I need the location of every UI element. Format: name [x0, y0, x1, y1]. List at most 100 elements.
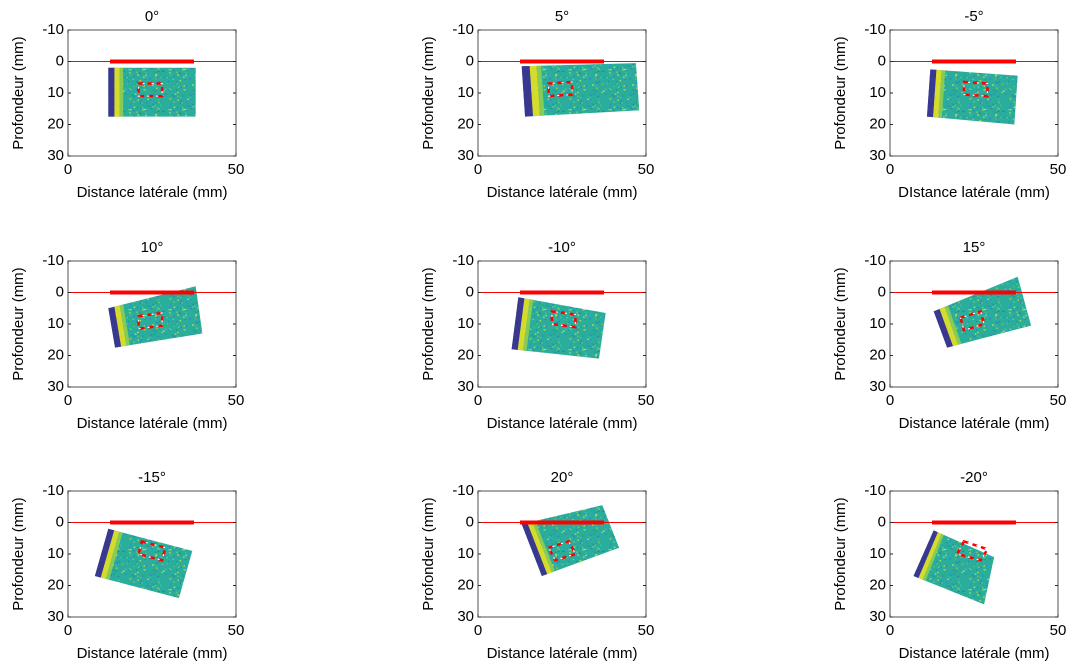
x-axis-label: DIstance latérale (mm) [898, 184, 1050, 201]
x-tick-label: 0 [64, 161, 72, 178]
y-tick-label: 30 [869, 608, 886, 625]
x-tick-label: 0 [886, 392, 894, 409]
y-tick-label: 0 [878, 513, 886, 530]
image [521, 63, 640, 117]
image [926, 69, 1018, 125]
image-band [529, 65, 540, 117]
image-band [521, 522, 548, 577]
image-band [100, 530, 120, 579]
y-tick-label: 10 [47, 545, 64, 562]
y-tick-label: 0 [466, 283, 474, 300]
chart-title: -15° [138, 469, 166, 486]
x-axis-label: Distance latérale (mm) [77, 645, 228, 662]
y-axis-label: Profondeur (mm) [10, 36, 27, 149]
y-axis-label: Profondeur (mm) [832, 267, 849, 380]
y-tick-label: -10 [452, 252, 474, 269]
y-tick-label: 30 [47, 378, 64, 395]
y-tick-label: 20 [47, 346, 64, 363]
y-tick-label: 20 [457, 346, 474, 363]
y-tick-label: 10 [457, 84, 474, 101]
x-tick-label: 50 [638, 392, 655, 409]
y-tick-label: 30 [47, 608, 64, 625]
roi-inner [959, 310, 985, 332]
roi [955, 539, 990, 562]
x-tick-label: 50 [228, 161, 245, 178]
image-band [94, 528, 115, 578]
chart-title: 20° [551, 469, 574, 486]
x-axis-label: Distance latérale (mm) [487, 184, 638, 201]
y-tick-label: 0 [466, 52, 474, 69]
chart-title: 15° [963, 239, 986, 256]
x-tick-label: 50 [228, 392, 245, 409]
image [108, 286, 203, 348]
image-band [517, 298, 530, 351]
image-band [108, 306, 122, 348]
chart-title: 10° [141, 239, 164, 256]
image-band [536, 65, 545, 116]
y-axis-label: Profondeur (mm) [832, 497, 849, 610]
image-band [114, 67, 120, 117]
image-band [938, 70, 946, 118]
plot-area [890, 520, 1058, 605]
y-tick-label: -10 [452, 21, 474, 38]
plot-area [68, 520, 236, 599]
x-tick-label: 50 [1050, 392, 1067, 409]
image-band [933, 69, 942, 118]
y-tick-label: 10 [457, 545, 474, 562]
x-tick-label: 0 [474, 392, 482, 409]
x-tick-label: 50 [638, 161, 655, 178]
y-tick-label: 10 [869, 315, 886, 332]
x-tick-label: 50 [1050, 161, 1067, 178]
y-tick-label: -10 [452, 482, 474, 499]
x-tick-label: 0 [886, 622, 894, 639]
y-axis-label: Profondeur (mm) [10, 267, 27, 380]
y-tick-label: 20 [457, 576, 474, 593]
x-tick-label: 0 [64, 392, 72, 409]
y-axis-label: Profondeur (mm) [10, 497, 27, 610]
chart-title: 0° [145, 8, 159, 25]
image-band [532, 520, 555, 573]
image-band [105, 531, 123, 580]
image-band [108, 67, 115, 117]
x-axis-label: Distance latérale (mm) [77, 184, 228, 201]
y-tick-label: 20 [869, 346, 886, 363]
roi-inner [547, 540, 577, 562]
y-tick-label: 20 [869, 576, 886, 593]
image [108, 67, 196, 117]
y-tick-label: 10 [47, 315, 64, 332]
image [511, 297, 606, 359]
y-tick-label: 20 [457, 115, 474, 132]
x-tick-label: 50 [1050, 622, 1067, 639]
y-tick-label: 0 [466, 513, 474, 530]
image-band [119, 67, 124, 117]
y-tick-label: -10 [42, 482, 64, 499]
y-tick-label: 10 [869, 84, 886, 101]
y-tick-label: 30 [457, 608, 474, 625]
plot-area [68, 286, 236, 348]
x-tick-label: 0 [474, 161, 482, 178]
roi [137, 311, 164, 331]
y-tick-label: 30 [869, 378, 886, 395]
y-tick-label: 10 [47, 84, 64, 101]
roi [550, 309, 577, 329]
image-band [939, 306, 959, 347]
image-band [114, 305, 127, 347]
y-tick-label: 0 [56, 513, 64, 530]
y-tick-label: -10 [864, 21, 886, 38]
image-band [521, 66, 534, 117]
y-tick-label: 10 [869, 545, 886, 562]
y-tick-label: -10 [864, 252, 886, 269]
image-band [933, 308, 953, 348]
y-tick-label: 0 [878, 52, 886, 69]
chart-title: 5° [555, 8, 569, 25]
y-tick-label: 30 [457, 147, 474, 164]
x-tick-label: 0 [64, 622, 72, 639]
y-tick-label: 0 [56, 52, 64, 69]
y-axis-label: Profondeur (mm) [420, 267, 437, 380]
image-band [119, 304, 130, 346]
y-tick-label: 30 [869, 147, 886, 164]
chart-title: -10° [548, 239, 576, 256]
y-tick-label: 20 [47, 115, 64, 132]
y-tick-label: 20 [47, 576, 64, 593]
